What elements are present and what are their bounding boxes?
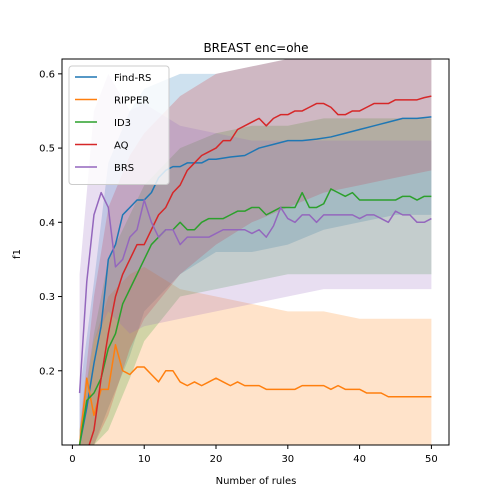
- y-tick-label: 0.5: [39, 144, 55, 155]
- y-tick-label: 0.2: [39, 366, 55, 377]
- line-ripper: [78, 344, 432, 445]
- legend: Find-RS RIPPER ID3 AQ BRS: [68, 65, 170, 185]
- x-tick-label: 30: [281, 454, 294, 465]
- x-tick-label: 50: [425, 454, 438, 465]
- x-axis-ticks: 0 10 20 30 40 50: [69, 445, 438, 465]
- x-tick-label: 40: [353, 454, 366, 465]
- legend-label: ID3: [114, 118, 131, 129]
- legend-box: [68, 65, 170, 185]
- line-brs: [78, 191, 432, 394]
- y-tick-label: 0.4: [39, 218, 55, 229]
- x-tick-label: 0: [69, 454, 75, 465]
- y-axis-label: f1: [12, 249, 23, 259]
- band-ripper: [79, 266, 432, 445]
- series-lines: [78, 95, 432, 445]
- legend-label: AQ: [114, 141, 129, 152]
- plot-frame: [61, 58, 450, 446]
- y-tick-label: 0.3: [39, 292, 55, 303]
- y-axis-ticks: 0.2 0.3 0.4 0.5 0.6: [39, 69, 62, 377]
- line-id3: [78, 188, 432, 445]
- line-aq: [79, 95, 432, 445]
- line-find-rs: [78, 116, 432, 445]
- x-tick-label: 10: [138, 454, 151, 465]
- chart-title: BREAST enc=ohe: [203, 41, 308, 55]
- x-axis-label: Number of rules: [216, 476, 297, 487]
- y-tick-label: 0.6: [39, 69, 55, 80]
- x-tick-label: 20: [210, 454, 223, 465]
- legend-label: RIPPER: [114, 96, 149, 107]
- band-id3: [79, 118, 432, 445]
- legend-label: BRS: [114, 163, 134, 174]
- legend-label: Find-RS: [114, 73, 151, 84]
